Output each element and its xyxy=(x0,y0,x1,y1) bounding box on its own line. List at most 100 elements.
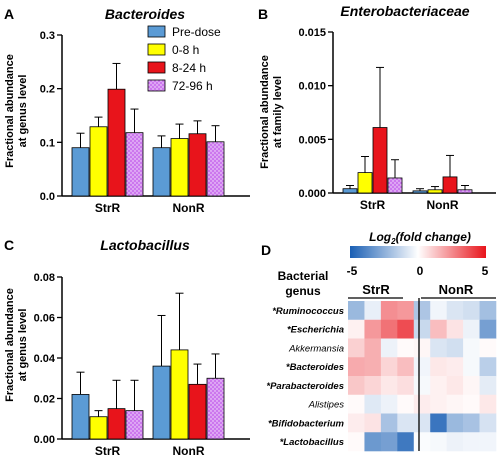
panel-c-ylabel-line2: at genus level xyxy=(17,309,29,382)
heatmap-cell xyxy=(430,394,447,414)
panel-c-bar xyxy=(188,383,207,440)
heatmap-cell xyxy=(364,413,382,433)
heatmap-cell xyxy=(380,301,398,321)
colorbar xyxy=(350,246,486,258)
panel-b-bar xyxy=(427,189,443,194)
panel-c-ylabel-line1: Fractional abundance xyxy=(4,288,16,402)
heatmap-cell xyxy=(479,357,497,377)
heatmap-cell xyxy=(463,301,480,321)
heatmap-cell xyxy=(430,338,447,358)
panel-a-bar-chart: Bacteroides Fractional abundance at genu… xyxy=(4,6,250,215)
panel-b-ytick-label: 0.010 xyxy=(298,81,326,93)
heatmap-cell xyxy=(430,376,447,396)
panel-b-category-label: StrR xyxy=(360,198,386,212)
panel-d-heatmap: Log2(fold change) -5 0 5 Bacterial genus… xyxy=(266,230,497,452)
legend-label: Pre-dose xyxy=(172,25,221,39)
panel-c-category-label: NonR xyxy=(173,444,205,457)
panel-a-ytick-label: 0.0 xyxy=(40,191,55,203)
heatmap-cell xyxy=(348,413,365,433)
panel-a-ytick-label: 0.1 xyxy=(40,137,55,149)
heatmap-cell xyxy=(446,376,464,396)
heatmap-cell xyxy=(479,319,497,339)
panel-b-bar xyxy=(342,188,358,194)
panel-b-title: Enterobacteriaceae xyxy=(340,3,469,19)
panel-b-ylabel-line1: Fractional abundance xyxy=(259,55,271,169)
heatmap-cell xyxy=(446,319,464,339)
heatmap-cell xyxy=(479,338,497,358)
panel-b-bar xyxy=(357,172,373,194)
panel-b-bar xyxy=(412,190,428,194)
heatmap-cell xyxy=(348,394,365,414)
panel-c-bar xyxy=(89,416,108,440)
colorbar-title-rest: (fold change) xyxy=(396,230,471,244)
heatmap-row-labels: *Ruminococcus *Escherichia Akkermansia *Bac… xyxy=(266,306,344,448)
panel-a-bar xyxy=(206,141,225,197)
panel-a-title: Bacteroides xyxy=(105,6,185,22)
heatmap-cell xyxy=(446,394,464,414)
heatmap-cell xyxy=(348,338,365,358)
heatmap-cell xyxy=(430,432,447,452)
heatmap-cell xyxy=(397,376,415,396)
panel-a-ylabel-line1: Fractional abundance xyxy=(4,54,16,168)
heatmap-cell xyxy=(364,301,382,321)
legend-label: 0-8 h xyxy=(172,43,199,57)
heatmap-cell xyxy=(364,357,382,377)
heatmap-cell xyxy=(397,357,415,377)
panel-a-bar xyxy=(107,88,126,197)
panel-a-bar xyxy=(152,147,171,197)
legend-swatch xyxy=(147,79,166,92)
panel-c-bar xyxy=(107,408,126,440)
panel-c-ytick-label: 0.04 xyxy=(34,353,56,365)
heatmap-row-label: *Bacteroides xyxy=(286,362,344,373)
heatmap-cell xyxy=(413,319,431,339)
panel-a-ytick-label: 0.2 xyxy=(40,84,55,96)
heatmap-row-label: *Escherichia xyxy=(287,325,344,336)
heatmap-cells xyxy=(348,301,497,452)
heatmap-cell xyxy=(397,394,415,414)
panel-b-bar xyxy=(387,177,403,194)
heatmap-row-label: Alistipes xyxy=(308,400,345,411)
row-header-line1: Bacterial xyxy=(278,269,329,283)
panel-c-bar xyxy=(170,349,189,440)
heatmap-cell xyxy=(397,301,415,321)
heatmap-cell xyxy=(380,394,398,414)
heatmap-cell xyxy=(463,376,480,396)
panel-a-bar xyxy=(125,132,144,197)
heatmap-cell xyxy=(463,357,480,377)
heatmap-cell xyxy=(446,338,464,358)
heatmap-cell xyxy=(413,432,431,452)
colorbar-title-subscript: 2 xyxy=(390,237,396,246)
heatmap-cell xyxy=(413,357,431,377)
heatmap-row-label: *Ruminococcus xyxy=(272,306,344,317)
panel-b-ylabel-line2: at family level xyxy=(272,76,284,148)
heatmap-cell xyxy=(380,319,398,339)
panel-c-bar xyxy=(152,365,171,440)
legend-swatch xyxy=(147,61,166,74)
heatmap-cell xyxy=(463,319,480,339)
legend-label: 8-24 h xyxy=(172,61,206,75)
panel-c-title: Lactobacillus xyxy=(100,237,190,253)
panel-a-category-label: StrR xyxy=(95,201,121,215)
panel-a-bar xyxy=(170,138,189,197)
panel-c-bar-chart: Lactobacillus Fractional abundance at ge… xyxy=(4,237,250,457)
panel-letter-b: B xyxy=(258,6,268,22)
heatmap-cell xyxy=(348,376,365,396)
heatmap-cell xyxy=(364,432,382,452)
panel-c-ytick-label: 0.02 xyxy=(34,394,55,406)
panel-a-ylabel-line2: at genus level xyxy=(17,75,29,148)
panel-c-ytick-label: 0.06 xyxy=(34,313,55,325)
heatmap-cell xyxy=(430,357,447,377)
panel-c-ytick-label: 0.08 xyxy=(34,272,55,284)
heatmap-cell xyxy=(413,394,431,414)
heatmap-cell xyxy=(463,413,480,433)
panel-b-ytick-label: 0.000 xyxy=(298,188,326,200)
panel-c-bar xyxy=(206,377,225,440)
heatmap-cell xyxy=(430,413,447,433)
heatmap-cell xyxy=(380,376,398,396)
heatmap-row-label: Akkermansia xyxy=(288,343,344,354)
heatmap-cell xyxy=(380,338,398,358)
heatmap-cell xyxy=(364,338,382,358)
panel-b-category-label: NonR xyxy=(427,198,459,212)
heatmap-cell xyxy=(479,394,497,414)
heatmap-cell xyxy=(413,413,431,433)
